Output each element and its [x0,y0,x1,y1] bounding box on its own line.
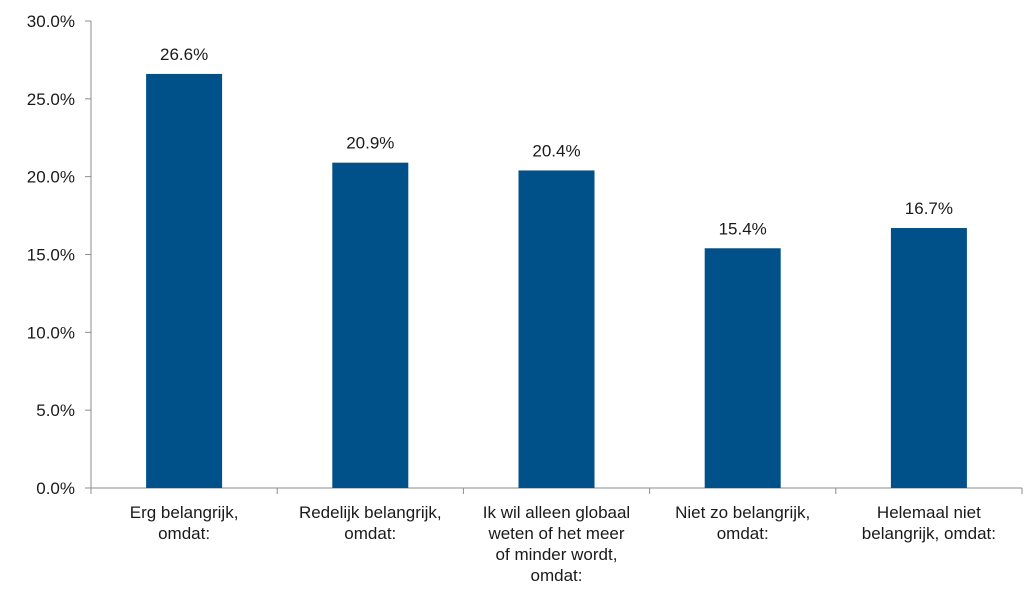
category-label-line: omdat: [717,524,769,543]
y-tick-label: 0.0% [36,479,75,498]
labels: 26.6% Erg belangrijk, omdat: 20.9% Redelijk … [130,45,996,585]
data-label: 15.4% [719,219,767,238]
data-label: 26.6% [160,45,208,64]
category-label-line: belangrijk, omdat: [862,524,996,543]
bar [146,73,223,488]
data-label: 20.4% [532,141,580,160]
category-label-line: Niet zo belangrijk, [675,503,810,522]
category-label-line: of minder wordt, [496,545,618,564]
category-label: Erg belangrijk, omdat: [130,503,239,543]
category-label-line: omdat: [344,524,396,543]
bars [146,73,967,488]
category-label: Redelijk belangrijk, omdat: [299,503,442,543]
bar [704,248,781,488]
category-label-line: omdat: [531,566,583,585]
category-label-line: Redelijk belangrijk, [299,503,442,522]
category-label-line: weten of het meer [487,524,624,543]
y-tick-label: 15.0% [27,246,75,265]
category-label: Niet zo belangrijk, omdat: [675,503,810,543]
bar [890,228,967,488]
category-label-line: Erg belangrijk, [130,503,239,522]
y-tick-label: 20.0% [27,168,75,187]
y-tick-label: 5.0% [36,401,75,420]
bar [518,170,595,488]
category-label-line: omdat: [158,524,210,543]
category-label-line: Ik wil alleen globaal [483,503,630,522]
y-tick-label: 25.0% [27,90,75,109]
data-label: 20.9% [346,134,394,153]
data-label: 16.7% [905,199,953,218]
bar [332,162,409,488]
category-label: Ik wil alleen globaal weten of het meer of… [483,503,630,585]
y-tick-label: 30.0% [27,12,75,31]
category-label: Helemaal niet belangrijk, omdat: [862,503,996,543]
y-tick-label: 10.0% [27,323,75,342]
axes: 0.0% 5.0% 10.0% 15.0% 20.0% 25.0% 30.0% [27,12,1023,498]
category-label-line: Helemaal niet [877,503,981,522]
